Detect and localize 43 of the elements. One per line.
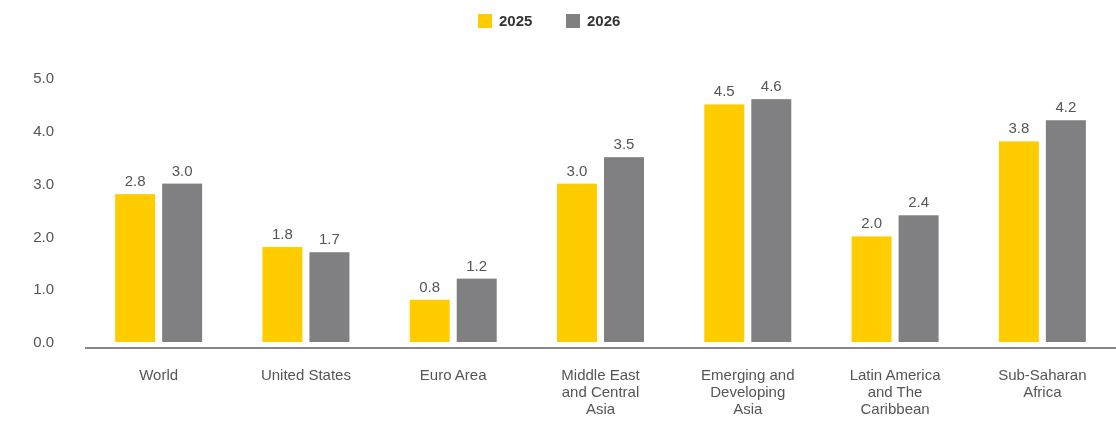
data-label: 1.2 [466, 256, 488, 274]
bar [1045, 120, 1086, 342]
bar [704, 104, 745, 342]
bar [998, 141, 1039, 342]
bar [604, 157, 644, 342]
data-label: 3.8 [1008, 119, 1030, 137]
x-tick-label: Sub-Saharan Africa [998, 366, 1087, 400]
bar [262, 246, 303, 342]
x-tick-label: Euro Area [419, 366, 488, 383]
x-tick-label: Emerging and Developing Asia [701, 366, 795, 417]
data-label: 3.5 [613, 135, 635, 153]
x-tick-label: Middle East and Central Asia [561, 366, 641, 417]
legend-label: 2026 [587, 12, 621, 29]
bar [409, 299, 450, 342]
data-label: 4.2 [1055, 98, 1077, 116]
bar [851, 236, 892, 342]
data-label: 1.8 [272, 224, 293, 242]
y-tick-label: 0.0 [33, 333, 54, 351]
y-tick-label: 1.0 [33, 280, 54, 298]
data-label: 3.0 [566, 161, 588, 179]
bar [456, 278, 497, 342]
x-tick-label: Latin America and The Caribbean [849, 366, 942, 417]
bar [898, 215, 939, 342]
y-tick-label: 5.0 [33, 69, 54, 87]
data-label: 2.4 [908, 193, 929, 211]
data-label: 0.8 [419, 277, 441, 295]
x-tick-label: United States [260, 366, 351, 383]
data-label: 3.0 [171, 161, 193, 179]
data-label: 2.8 [124, 172, 146, 190]
bar [557, 183, 597, 342]
bar [115, 194, 156, 342]
data-label: 4.5 [713, 82, 735, 100]
data-label: 4.6 [760, 77, 782, 95]
y-tick-label: 4.0 [33, 122, 54, 140]
data-label: 2.0 [861, 214, 882, 232]
legend-label: 2025 [499, 12, 533, 29]
x-tick-label: World [139, 366, 179, 383]
y-tick-label: 2.0 [33, 227, 54, 245]
bar [751, 99, 792, 342]
bar [309, 252, 350, 342]
data-label: 1.7 [319, 230, 340, 248]
y-tick-label: 3.0 [33, 174, 54, 192]
bar [162, 183, 203, 342]
